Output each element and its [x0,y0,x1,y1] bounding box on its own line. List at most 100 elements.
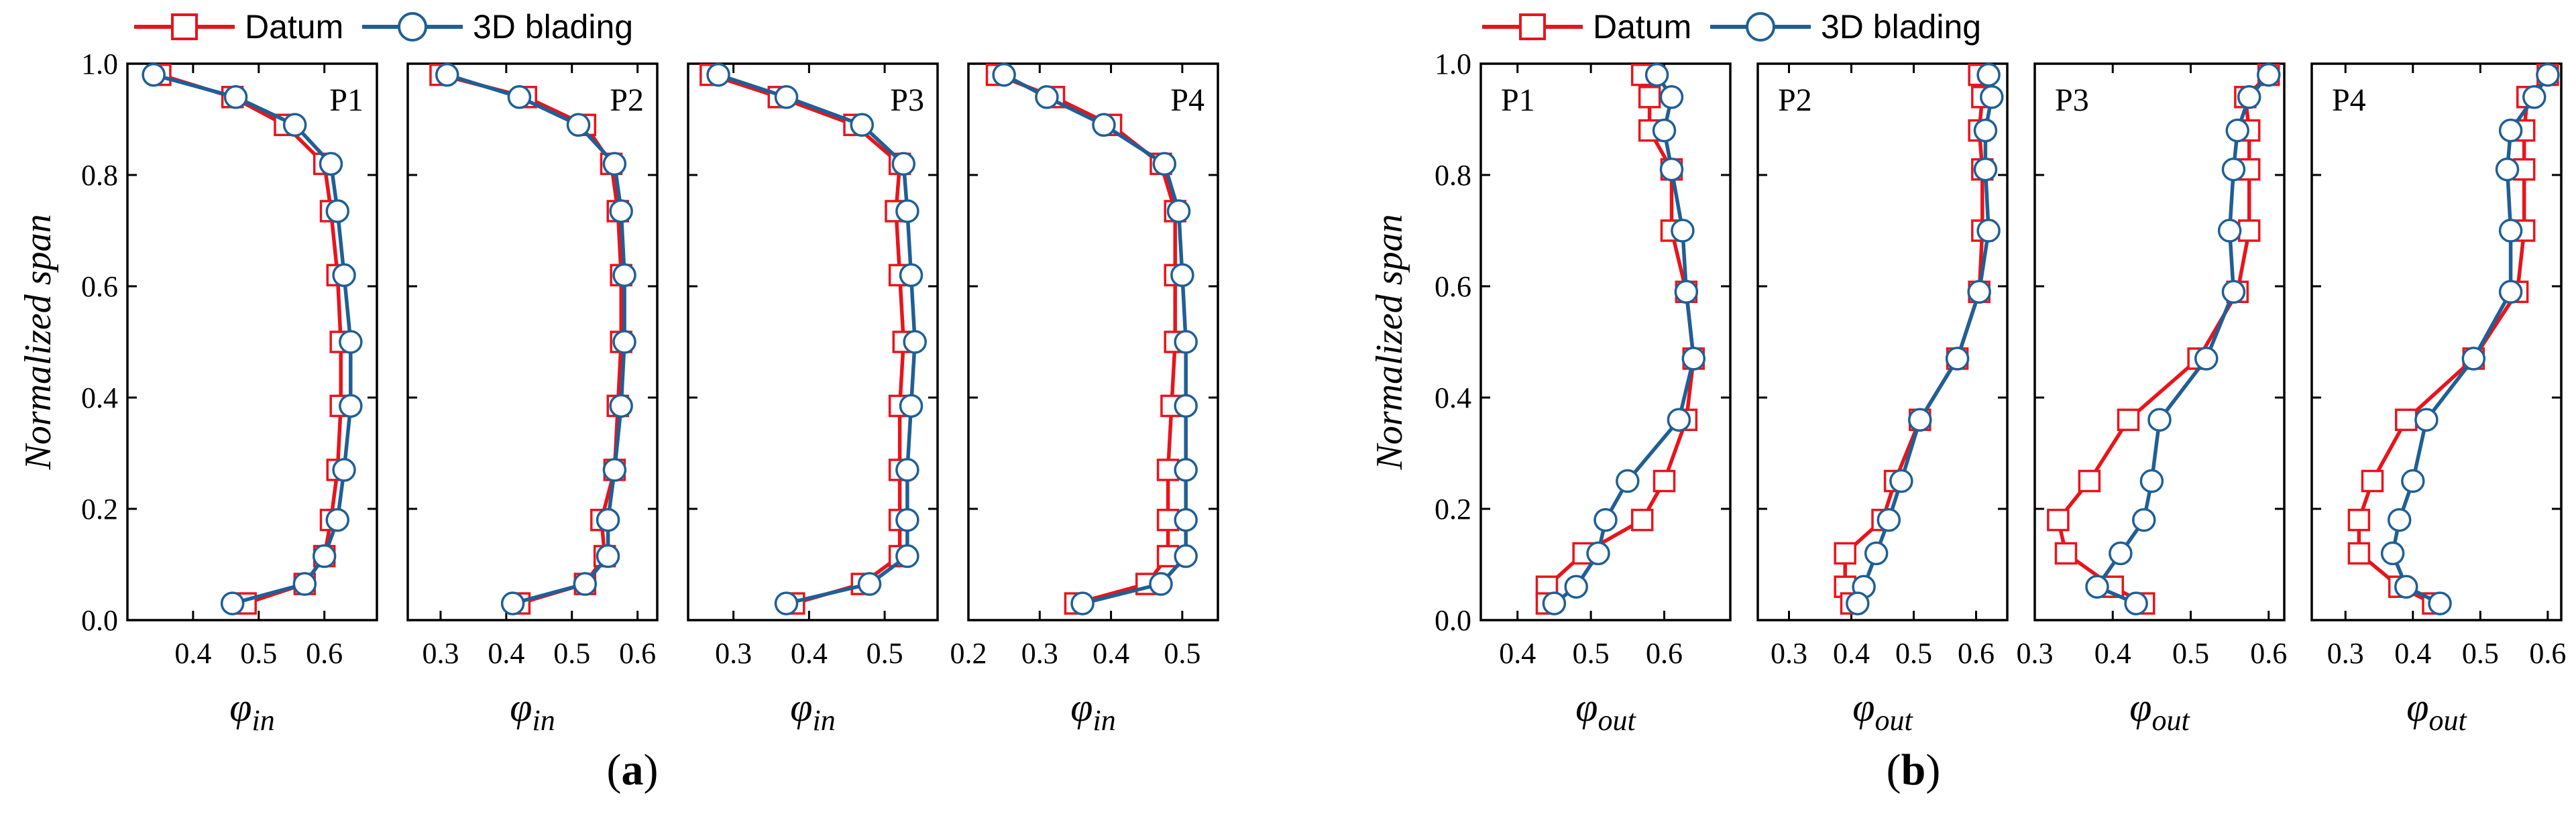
x-tick-label: 0.4 [791,637,828,670]
series-datum [1535,63,1705,615]
x-tick-label: 0.5 [866,637,903,670]
data-point [1976,62,2001,87]
x-axis-subscript: in [251,704,274,737]
data-point [2461,347,2486,371]
y-tick-label: 0.2 [1435,493,1471,526]
x-axis-subscript: in [532,704,555,737]
data-point [609,199,633,223]
sub-figure-labels: (a) (b) [607,746,1941,794]
data-point [2394,575,2418,599]
legend-b: Datum 3D blading [1482,8,1981,46]
data-point [339,394,363,418]
x-axis-title: φout [1852,685,1913,737]
data-point [1980,85,2004,109]
x-tick-label: 0.2 [950,637,987,670]
legend-item-3d-blading: 3D blading [362,8,633,46]
panel-title: P3 [2055,82,2089,118]
x-tick-label: 0.5 [2462,637,2499,670]
series-3d-blading [2380,62,2560,615]
panel-a-p1: 0.0 0.2 0.4 0.6 0.8 1.0 0.4 0.5 0.6 P1 φin [81,48,378,737]
data-point [1035,85,1059,109]
data-point [1149,572,1173,596]
panel-a-p2: 0.3 0.4 0.5 0.6 P2 φin [406,62,659,737]
data-point [220,591,245,615]
data-point [895,458,919,482]
data-point [223,85,248,109]
data-point [2498,280,2523,304]
series-datum [699,63,915,615]
x-axis-title: φin [229,685,274,737]
data-point [2221,280,2246,304]
x-axis-title: φin [790,685,835,737]
panel-title: P1 [1501,82,1535,118]
data-point [1174,544,1198,569]
data-point [2498,118,2523,143]
series-datum [2047,63,2280,615]
x-tick-label: 0.6 [2250,637,2287,670]
legend-label: 3D blading [473,8,633,46]
data-point [2237,85,2261,109]
series-3d-blading [706,62,927,615]
y-tick-label: 0.4 [1435,381,1471,414]
x-tick-label: 0.5 [1573,637,1610,670]
legend-square-marker [1519,13,1546,40]
data-point [1864,541,1889,566]
data-point [899,263,923,288]
data-point [602,152,627,176]
data-point [1630,508,1654,532]
series-3d-blading [435,62,636,615]
x-axis-title: φout [2129,685,2190,737]
x-axis-title: φin [1070,685,1115,737]
data-point [1174,394,1198,418]
data-point [1834,542,1856,565]
legend-circle-marker [1746,12,1775,42]
data-point [142,62,166,87]
data-point [573,572,598,596]
series-3d-blading [992,62,1198,615]
x-tick-label: 0.4 [1833,637,1870,670]
x-axis-symbol: φ [1070,685,1093,729]
data-point [850,113,875,137]
data-point [1967,280,1991,304]
panel-b-p2: 0.3 0.4 0.5 0.6 P2 φout [1756,62,2009,737]
series-3d-blading [142,62,363,615]
x-axis-subscript: out [1598,704,1636,737]
series-line [2095,73,2270,605]
panel-b-p3: 0.3 0.4 0.5 0.6 P3 φout [2017,62,2287,737]
data-point [1667,408,1691,432]
x-tick-label: 0.6 [2529,637,2566,670]
y-axis-title: Normalized span [17,214,59,470]
data-point [857,572,882,596]
panel-a-p3: 0.3 0.4 0.5 P3 φin [687,62,939,737]
legend-label: 3D blading [1821,8,1981,46]
data-point [596,544,620,569]
y-tick-label: 1.0 [81,48,118,80]
data-point [2387,508,2412,532]
data-point [1638,86,1661,109]
x-tick-label: 0.6 [306,637,343,670]
legend-item-datum: Datum [134,8,343,46]
data-point [435,62,459,87]
y-tick-label: 0.6 [1435,270,1471,303]
plot-frame [967,62,1219,621]
x-axis-symbol: φ [2406,685,2428,729]
data-point [2380,541,2405,566]
x-tick-label: 0.5 [1164,637,1200,670]
x-tick-label: 0.6 [619,637,656,670]
data-point [319,152,343,176]
data-point [903,330,927,354]
data-point [774,85,799,109]
data-point [1174,330,1198,354]
data-point [1652,118,1677,143]
data-point [1166,199,1191,223]
plot-frame [2033,62,2286,621]
panel-title: P1 [329,82,363,118]
data-point [2054,542,2078,565]
y-tick-label: 0.2 [81,493,118,526]
x-axis-subscript: in [812,704,835,737]
data-point [1174,508,1198,532]
data-point [1973,157,1998,182]
data-point [2237,219,2261,242]
